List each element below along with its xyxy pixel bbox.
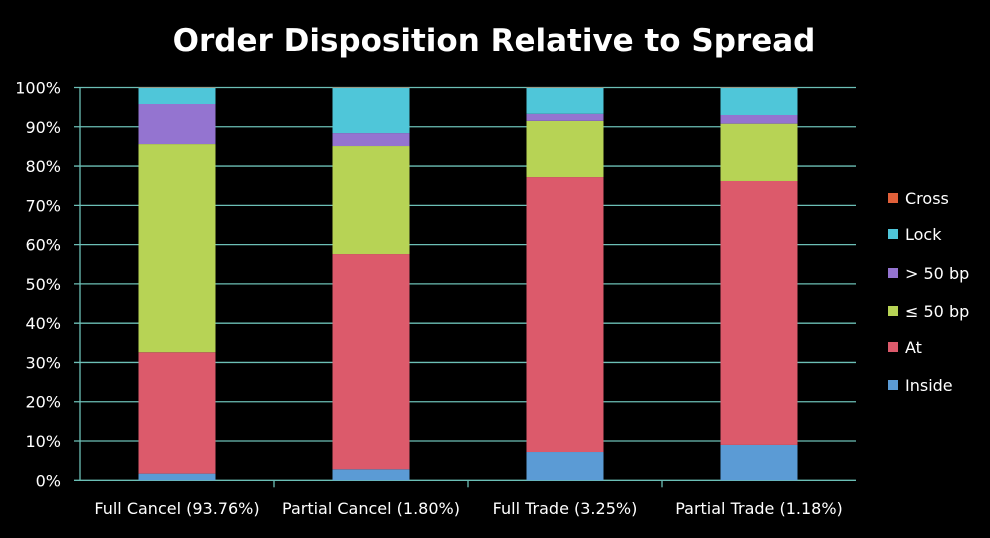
legend: Inside At ≤ 50 bp > 50 bp Lock Cross [888, 189, 969, 395]
bar-segment [527, 452, 604, 480]
x-tick-label: Partial Cancel (1.80%) [282, 499, 460, 518]
legend-swatch [888, 229, 898, 239]
bar-segment [527, 88, 604, 114]
legend-label: ≤ 50 bp [905, 302, 969, 321]
y-tick-label: 20% [25, 393, 61, 412]
y-tick-label: 0% [36, 471, 61, 490]
legend-label: Inside [905, 376, 953, 395]
y-tick-label: 70% [25, 196, 61, 215]
bar-segment [139, 88, 216, 104]
x-tick-label: Full Trade (3.25%) [493, 499, 638, 518]
y-tick-label: 100% [15, 79, 61, 98]
bar-segment [139, 474, 216, 481]
bar-segment [333, 146, 410, 254]
y-tick-label: 50% [25, 275, 61, 294]
legend-swatch [888, 193, 898, 203]
bar-segment [527, 177, 604, 452]
bar-segment [139, 144, 216, 352]
y-tick-label: 90% [25, 118, 61, 137]
x-tick-label: Full Cancel (93.76%) [94, 499, 259, 518]
x-tick-label: Partial Trade (1.18%) [675, 499, 843, 518]
legend-label: At [905, 338, 922, 357]
bar-segment [333, 133, 410, 146]
legend-label: Lock [905, 225, 942, 244]
bar-segment [721, 445, 798, 480]
chart-title: Order Disposition Relative to Spread [173, 23, 816, 59]
y-tick-label: 10% [25, 432, 61, 451]
bar-segment [527, 114, 604, 121]
bar-segment [721, 124, 798, 181]
y-tick-label: 60% [25, 236, 61, 255]
bar-segment [721, 88, 798, 115]
legend-label: > 50 bp [905, 264, 969, 283]
bar-segment [333, 469, 410, 480]
legend-label: Cross [905, 189, 949, 208]
bar-segment [139, 104, 216, 144]
y-tick-label: 30% [25, 353, 61, 372]
bar-segment [527, 121, 604, 177]
legend-swatch [888, 380, 898, 390]
legend-swatch [888, 306, 898, 316]
y-tick-label: 40% [25, 314, 61, 333]
bar-segment [721, 115, 798, 124]
legend-swatch [888, 342, 898, 352]
legend-swatch [888, 268, 898, 278]
bar-segment [333, 254, 410, 469]
y-tick-label: 80% [25, 157, 61, 176]
y-axis-ticks: 0% 10% 20% 30% 40% 50% 60% 70% 80% 90% 100% [15, 79, 61, 491]
bar-segment [333, 88, 410, 133]
x-axis-labels: Full Cancel (93.76%) Partial Cancel (1.80… [94, 499, 842, 518]
bar-segment [721, 181, 798, 445]
bar-segment [139, 352, 216, 473]
